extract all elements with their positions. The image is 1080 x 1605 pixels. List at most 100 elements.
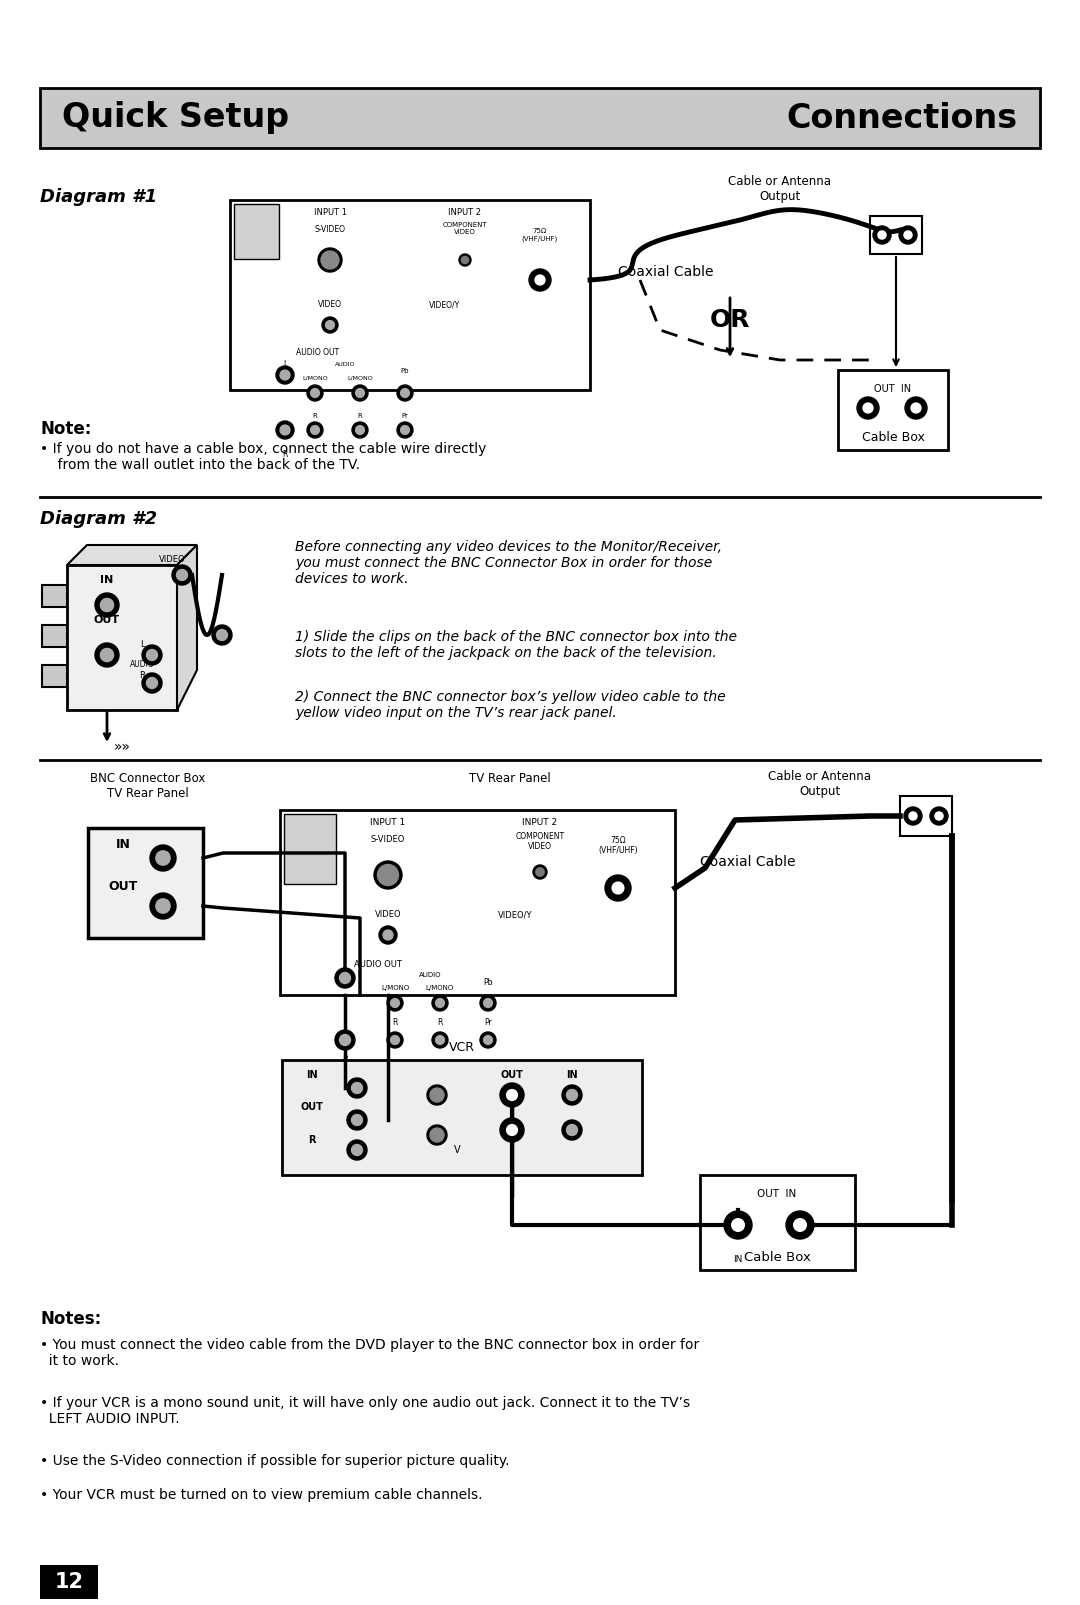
- FancyBboxPatch shape: [900, 796, 951, 836]
- Circle shape: [351, 1114, 363, 1125]
- Circle shape: [325, 255, 328, 258]
- Circle shape: [391, 1035, 400, 1045]
- FancyBboxPatch shape: [40, 88, 1040, 148]
- Circle shape: [459, 254, 471, 266]
- Circle shape: [390, 870, 392, 873]
- Circle shape: [858, 396, 879, 419]
- Text: S-VIDEO: S-VIDEO: [314, 225, 346, 234]
- Circle shape: [724, 1212, 752, 1239]
- Circle shape: [95, 592, 119, 616]
- Text: AUDIO: AUDIO: [335, 363, 355, 368]
- Text: Before connecting any video devices to the Monitor/Receiver,
you must connect th: Before connecting any video devices to t…: [295, 539, 723, 586]
- Circle shape: [427, 1085, 447, 1104]
- Text: S-VIDEO: S-VIDEO: [370, 835, 405, 844]
- Circle shape: [276, 366, 294, 384]
- Circle shape: [351, 1082, 363, 1093]
- Circle shape: [378, 865, 399, 886]
- Circle shape: [435, 998, 444, 1008]
- Circle shape: [318, 249, 342, 271]
- Text: OUT: OUT: [94, 615, 120, 624]
- Circle shape: [500, 1119, 524, 1143]
- Text: Pb: Pb: [483, 977, 492, 987]
- Text: 2) Connect the BNC connector box’s yellow video cable to the
yellow video input : 2) Connect the BNC connector box’s yello…: [295, 690, 726, 721]
- Circle shape: [562, 1120, 582, 1140]
- Text: L/MONO: L/MONO: [347, 376, 373, 380]
- Circle shape: [401, 425, 409, 435]
- Text: INPUT 2: INPUT 2: [448, 209, 482, 217]
- Circle shape: [276, 421, 294, 440]
- Text: L/MONO: L/MONO: [426, 985, 454, 990]
- FancyBboxPatch shape: [870, 217, 922, 254]
- Text: Pr: Pr: [402, 412, 408, 419]
- Text: L/MONO: L/MONO: [302, 376, 328, 380]
- Text: Coaxial Cable: Coaxial Cable: [618, 265, 714, 279]
- Circle shape: [322, 318, 338, 332]
- Text: • Your VCR must be turned on to view premium cable channels.: • Your VCR must be turned on to view pre…: [40, 1488, 483, 1502]
- Circle shape: [176, 570, 188, 581]
- Circle shape: [335, 968, 355, 989]
- Text: COMPONENT
VIDEO: COMPONENT VIDEO: [515, 831, 565, 851]
- Circle shape: [311, 425, 320, 435]
- Circle shape: [397, 385, 413, 401]
- Text: 1) Slide the clips on the back of the BNC connector box into the
slots to the le: 1) Slide the clips on the back of the BN…: [295, 631, 737, 660]
- Text: L: L: [283, 360, 287, 369]
- Circle shape: [100, 648, 113, 661]
- Circle shape: [430, 1088, 444, 1103]
- Text: INPUT 1: INPUT 1: [313, 209, 347, 217]
- Circle shape: [383, 870, 387, 873]
- Text: 75Ω
(VHF/UHF): 75Ω (VHF/UHF): [598, 836, 638, 855]
- Text: INPUT 2: INPUT 2: [523, 819, 557, 827]
- Circle shape: [216, 629, 228, 640]
- Circle shape: [461, 257, 469, 263]
- Text: Pr: Pr: [484, 1018, 491, 1027]
- Text: • Use the S-Video connection if possible for superior picture quality.: • Use the S-Video connection if possible…: [40, 1454, 510, 1469]
- Text: TV Rear Panel: TV Rear Panel: [469, 772, 551, 785]
- Text: • If your VCR is a mono sound unit, it will have only one audio out jack. Connec: • If your VCR is a mono sound unit, it w…: [40, 1396, 690, 1427]
- Text: IN: IN: [566, 1071, 578, 1080]
- Text: VIDEO/Y: VIDEO/Y: [430, 300, 461, 310]
- Circle shape: [912, 403, 921, 412]
- Text: 12: 12: [54, 1571, 83, 1592]
- Text: Diagram #2: Diagram #2: [40, 510, 157, 528]
- Text: • If you do not have a cable box, connect the cable wire directly
    from the w: • If you do not have a cable box, connec…: [40, 441, 486, 472]
- Circle shape: [351, 1144, 363, 1156]
- Circle shape: [352, 385, 368, 401]
- Text: Notes:: Notes:: [40, 1310, 102, 1327]
- Circle shape: [794, 1218, 807, 1231]
- Polygon shape: [177, 546, 197, 709]
- Circle shape: [507, 1090, 517, 1101]
- Text: AUDIO: AUDIO: [419, 973, 442, 977]
- Text: V: V: [454, 1144, 460, 1156]
- Text: OUT  IN: OUT IN: [875, 384, 912, 393]
- Text: Cable Box: Cable Box: [862, 432, 924, 445]
- Circle shape: [427, 1125, 447, 1144]
- Circle shape: [156, 899, 171, 913]
- Circle shape: [379, 926, 397, 944]
- Text: OUT: OUT: [500, 1071, 524, 1080]
- Circle shape: [335, 1030, 355, 1050]
- Text: R: R: [392, 1018, 397, 1027]
- FancyBboxPatch shape: [87, 828, 203, 937]
- Circle shape: [321, 250, 339, 270]
- Text: AUDIO OUT: AUDIO OUT: [296, 348, 339, 356]
- Text: • You must connect the video cable from the DVD player to the BNC connector box : • You must connect the video cable from …: [40, 1339, 699, 1367]
- Text: VCR: VCR: [449, 1042, 475, 1054]
- Circle shape: [383, 929, 393, 941]
- Circle shape: [536, 868, 544, 876]
- Circle shape: [100, 599, 113, 612]
- Circle shape: [347, 1079, 367, 1098]
- Circle shape: [507, 1125, 517, 1135]
- Circle shape: [172, 565, 192, 584]
- Circle shape: [141, 645, 162, 664]
- Text: IN: IN: [733, 1255, 743, 1265]
- Circle shape: [347, 1140, 367, 1160]
- Text: Quick Setup: Quick Setup: [62, 101, 289, 135]
- Circle shape: [339, 973, 351, 984]
- Circle shape: [484, 998, 492, 1008]
- Circle shape: [567, 1125, 578, 1135]
- Text: OUT: OUT: [300, 1103, 323, 1112]
- Circle shape: [387, 995, 403, 1011]
- Text: IN: IN: [116, 838, 131, 851]
- Circle shape: [280, 425, 289, 435]
- Circle shape: [355, 388, 364, 398]
